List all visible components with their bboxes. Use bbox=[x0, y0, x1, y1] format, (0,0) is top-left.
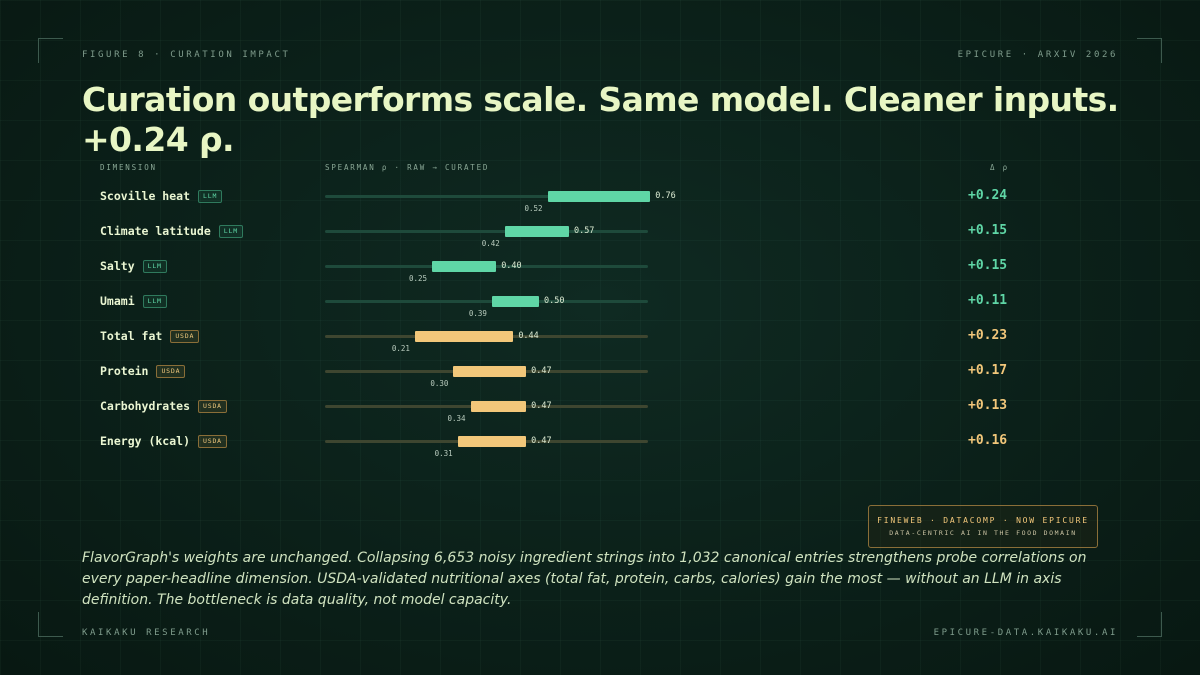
figure-label: FIGURE 8 · CURATION IMPACT bbox=[82, 50, 291, 60]
source-badge: USDA bbox=[198, 399, 227, 413]
improvement-bar bbox=[504, 226, 569, 237]
bar-track bbox=[325, 300, 648, 303]
curated-value-label: 0.40 bbox=[501, 261, 522, 271]
lineage-stamp: FINEWEB · DATACOMP · NOW EPICURE DATA-CE… bbox=[868, 505, 1098, 548]
dimension-name: Climate latitude bbox=[100, 224, 211, 238]
dimension-label: Umami LLM bbox=[100, 294, 167, 308]
source-badge: USDA bbox=[198, 434, 227, 448]
column-header-delta: Δ ρ bbox=[990, 163, 1009, 172]
raw-value-label: 0.21 bbox=[391, 344, 410, 353]
improvement-bar bbox=[491, 296, 539, 307]
dimension-label: Salty LLM bbox=[100, 259, 167, 273]
raw-value-label: 0.31 bbox=[434, 449, 453, 458]
improvement-bar bbox=[453, 366, 527, 377]
dimension-name: Carbohydrates bbox=[100, 399, 191, 413]
source-badge: LLM bbox=[142, 259, 167, 273]
delta-value: +0.24 bbox=[968, 188, 1008, 203]
raw-value-label: 0.30 bbox=[430, 379, 449, 388]
figure-caption: FlavorGraph's weights are unchanged. Col… bbox=[82, 550, 1087, 608]
dimension-name: Salty bbox=[100, 259, 135, 273]
source-badge: USDA bbox=[156, 364, 186, 378]
improvement-bar bbox=[432, 261, 497, 272]
dimension-label: Protein USDA bbox=[100, 364, 186, 378]
chart-row: Scoville heat LLM 0.52 0.76 +0.24 bbox=[0, 189, 1200, 224]
corner-bracket-bottom-left bbox=[38, 612, 63, 637]
corner-bracket-bottom-right bbox=[1137, 612, 1162, 637]
delta-value: +0.16 bbox=[968, 433, 1008, 448]
dimension-name: Scoville heat bbox=[100, 189, 191, 203]
source-badge: LLM bbox=[142, 294, 167, 308]
curated-value-label: 0.47 bbox=[531, 436, 552, 446]
source-badge: USDA bbox=[170, 329, 200, 343]
curated-value-label: 0.47 bbox=[531, 366, 552, 376]
delta-value: +0.15 bbox=[968, 258, 1008, 273]
improvement-bar bbox=[470, 401, 527, 412]
chart-row: Carbohydrates USDA 0.34 0.47 +0.13 bbox=[0, 399, 1200, 434]
chart-title: Curation outperforms scale. Same model. … bbox=[82, 80, 1119, 159]
curated-value-label: 0.50 bbox=[544, 296, 565, 306]
corner-bracket-top-right bbox=[1137, 38, 1162, 63]
bar-track bbox=[325, 195, 651, 198]
dimension-label: Scoville heat LLM bbox=[100, 189, 223, 203]
chart-row: Total fat USDA 0.21 0.44 +0.23 bbox=[0, 329, 1200, 364]
raw-value-label: 0.39 bbox=[468, 309, 487, 318]
dimension-name: Umami bbox=[100, 294, 135, 308]
raw-value-label: 0.52 bbox=[524, 204, 543, 213]
dimension-name: Total fat bbox=[100, 329, 163, 343]
delta-value: +0.15 bbox=[968, 223, 1008, 238]
improvement-bar bbox=[457, 436, 527, 447]
curated-value-label: 0.47 bbox=[531, 401, 552, 411]
delta-value: +0.11 bbox=[968, 293, 1008, 308]
dimension-label: Energy (kcal) USDA bbox=[100, 434, 227, 448]
improvement-bar bbox=[547, 191, 651, 202]
chart-row: Climate latitude LLM 0.42 0.57 +0.15 bbox=[0, 224, 1200, 259]
delta-value: +0.13 bbox=[968, 398, 1008, 413]
curated-value-label: 0.44 bbox=[518, 331, 539, 341]
raw-value-label: 0.42 bbox=[481, 239, 500, 248]
footer-url: EPICURE-DATA.KAIKAKU.AI bbox=[933, 628, 1118, 638]
footer-org: KAIKAKU RESEARCH bbox=[82, 628, 211, 638]
delta-value: +0.23 bbox=[968, 328, 1008, 343]
stamp-line-2: DATA-CENTRIC AI IN THE FOOD DOMAIN bbox=[889, 529, 1077, 537]
chart-row: Salty LLM 0.25 0.40 +0.15 bbox=[0, 259, 1200, 294]
curated-value-label: 0.76 bbox=[655, 191, 676, 201]
source-badge: LLM bbox=[218, 224, 243, 238]
chart-row: Umami LLM 0.39 0.50 +0.11 bbox=[0, 294, 1200, 329]
column-header-spearman: SPEARMAN ρ · RAW → CURATED bbox=[325, 163, 490, 172]
dimension-label: Carbohydrates USDA bbox=[100, 399, 227, 413]
source-badge: LLM bbox=[198, 189, 223, 203]
corner-bracket-top-left bbox=[38, 38, 63, 63]
stamp-line-1: FINEWEB · DATACOMP · NOW EPICURE bbox=[877, 516, 1089, 525]
dimension-label: Climate latitude LLM bbox=[100, 224, 243, 238]
dimension-name: Energy (kcal) bbox=[100, 434, 191, 448]
bar-track bbox=[325, 230, 648, 233]
delta-value: +0.17 bbox=[968, 363, 1008, 378]
dimension-label: Total fat USDA bbox=[100, 329, 200, 343]
improvement-bar bbox=[414, 331, 514, 342]
chart-row: Protein USDA 0.30 0.47 +0.17 bbox=[0, 364, 1200, 399]
curated-value-label: 0.57 bbox=[573, 226, 595, 236]
raw-value-label: 0.34 bbox=[447, 414, 466, 423]
chart-row: Energy (kcal) USDA 0.31 0.47 +0.16 bbox=[0, 434, 1200, 469]
source-label: EPICURE · ARXIV 2026 bbox=[957, 50, 1118, 60]
column-header-dimension: DIMENSION bbox=[100, 163, 157, 172]
raw-value-label: 0.25 bbox=[408, 274, 427, 283]
dimension-name: Protein bbox=[100, 364, 149, 378]
